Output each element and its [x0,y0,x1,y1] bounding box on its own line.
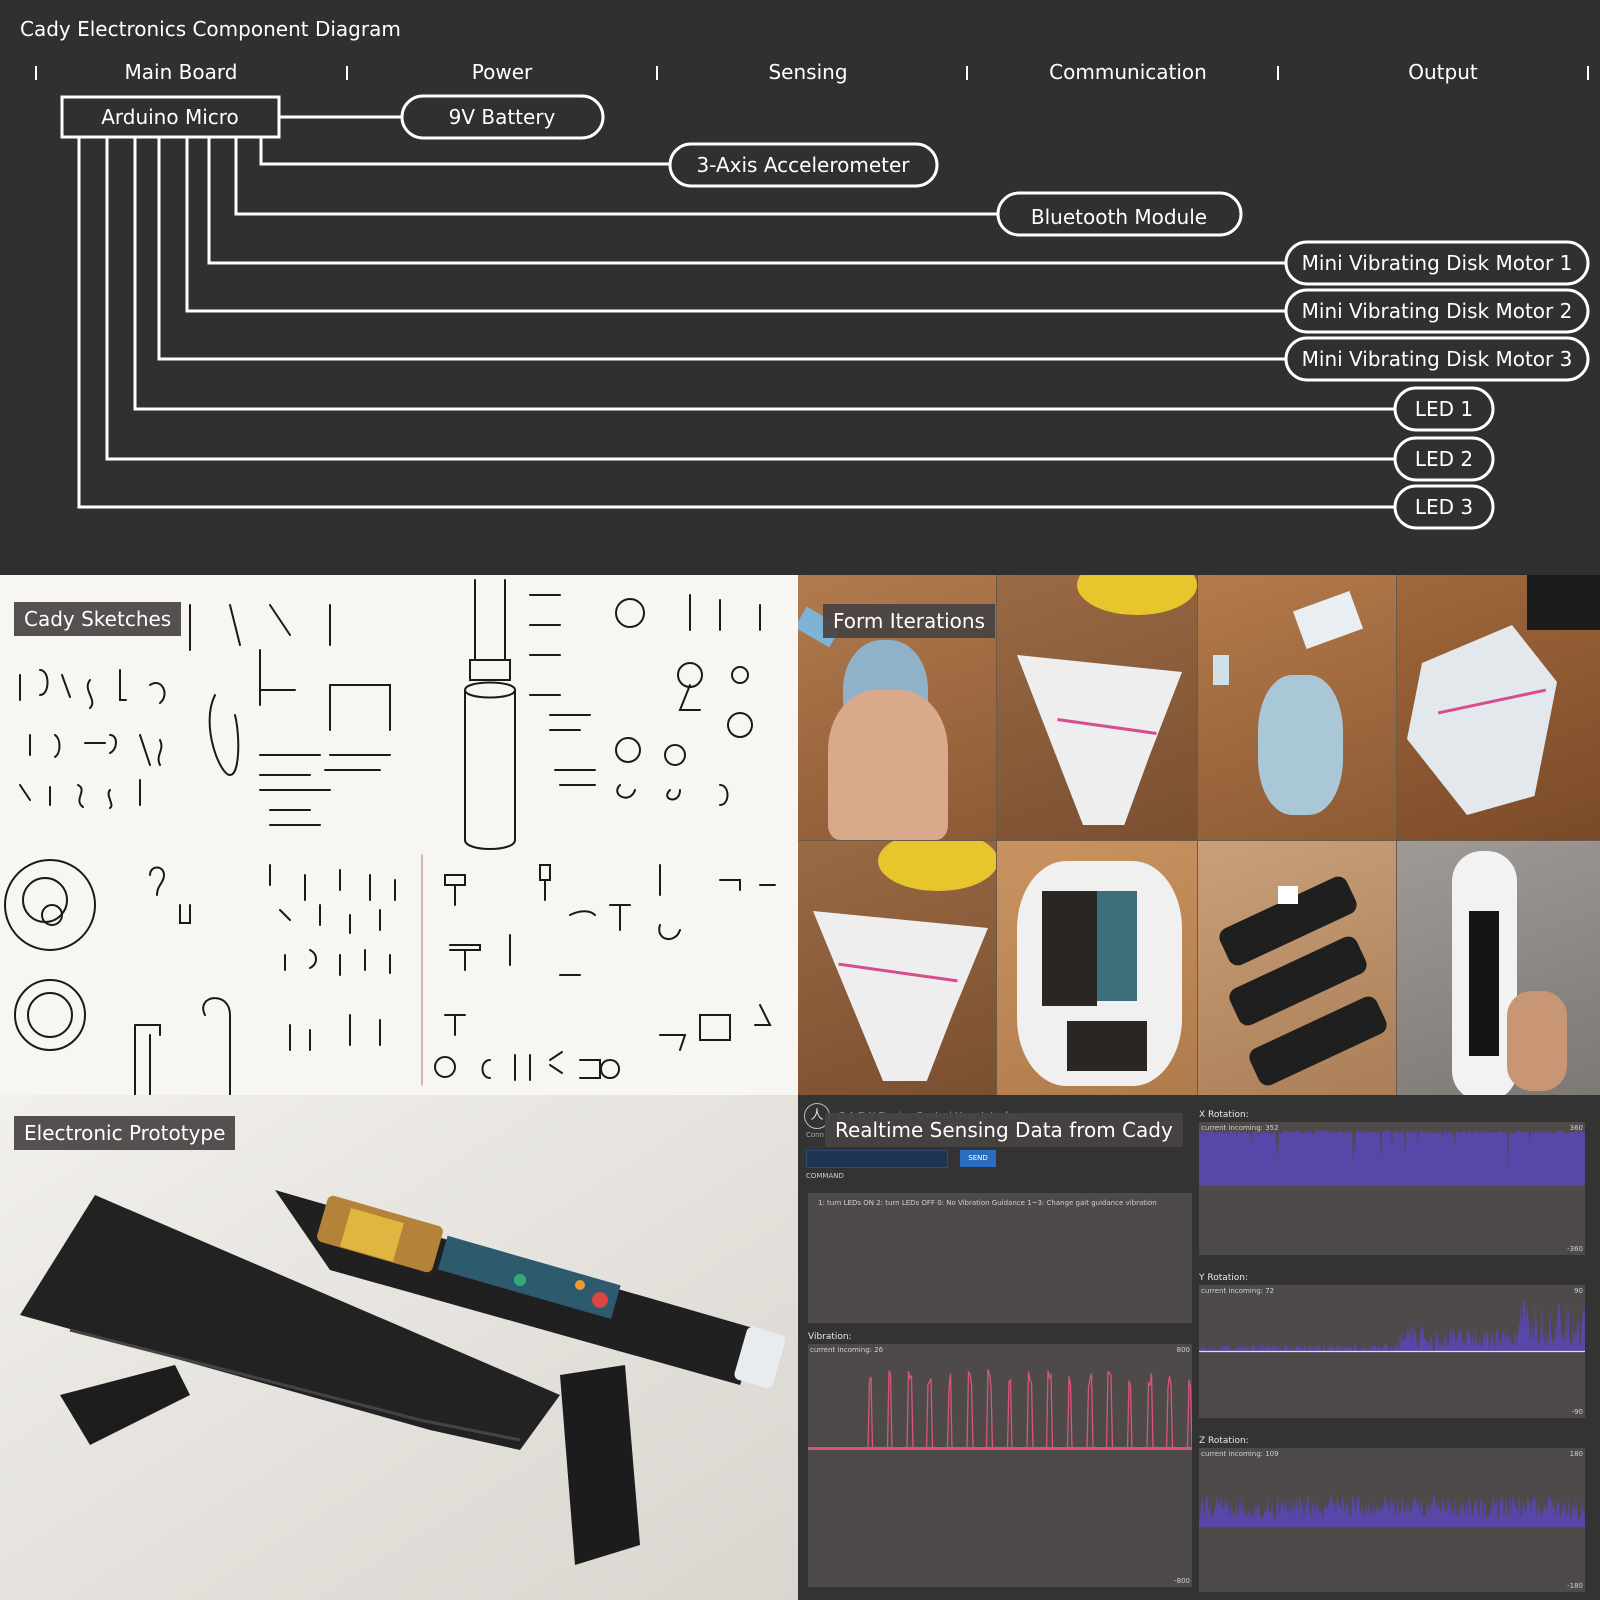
vibration-chart [807,1368,1193,1450]
component-box [996,191,1243,237]
vibration-min: -800 [1174,1577,1190,1585]
column-header-main-board: Main Board [125,60,238,84]
sensing-panel: 人 C A D Y Device Control User Interface … [798,1095,1600,1600]
column-header-sensing: Sensing [768,60,847,84]
form-photo [1397,575,1600,840]
connection-lines [77,115,1395,509]
main-board-box [60,95,281,139]
prototype-label: Electronic Prototype [14,1116,236,1150]
z-rotation-chart [1199,1494,1585,1528]
form-photo [798,575,996,840]
component-led-2: LED 2 [1415,447,1473,471]
x-rotation-current: current incoming: 352 [1201,1124,1279,1132]
component-pills [400,94,1590,530]
x-rotation-max: 360 [1569,1124,1583,1132]
form-photo [997,575,1197,840]
column-dividers [35,66,1589,80]
y-rotation-current: current incoming: 72 [1201,1287,1275,1295]
form-photo [997,841,1197,1095]
connector [157,137,1286,361]
form-photo [1198,575,1396,840]
column-header-output: Output [1408,60,1478,84]
component-bluetooth: Bluetooth Module [1031,205,1207,229]
vibration-trace [807,1368,1193,1450]
conn-label: Conn [806,1131,825,1139]
z-rotation-min: -180 [1567,1582,1583,1590]
component-accelerometer: 3-Axis Accelerometer [696,153,910,177]
send-button[interactable]: SEND [960,1150,996,1167]
x-rotation-min: -360 [1567,1245,1583,1253]
z-rotation-graph-title: Z Rotation: [1199,1436,1249,1446]
prototype-panel: Electronic Prototype [0,1095,798,1600]
x-rotation-chart [1199,1130,1585,1186]
y-rotation-min: -90 [1571,1408,1583,1416]
component-diagram: Cady Electronics Component Diagram Main … [0,0,1600,575]
component-led-3: LED 3 [1415,495,1473,519]
connector [234,137,998,216]
component-box [1393,386,1495,432]
component-9v-battery: 9V Battery [449,105,556,129]
form-photo [798,841,996,1095]
vibration-graph: current incoming: 26 800 -800 [807,1344,1193,1587]
connector [207,137,1286,265]
g3-trace [1199,1494,1585,1528]
diagram-title: Cady Electronics Component Diagram [20,17,401,41]
connector [185,137,1286,313]
command-label: COMMAND [806,1172,844,1180]
g1-trace [1199,1130,1585,1186]
g2-trace [1199,1298,1585,1352]
component-motor-3: Mini Vibrating Disk Motor 3 [1302,347,1573,371]
y-rotation-chart [1199,1298,1585,1353]
x-rotation-graph: current incoming: 352 360 -360 [1199,1122,1585,1255]
connector [259,137,670,166]
component-box [1393,484,1495,530]
vibration-max: 800 [1176,1346,1190,1354]
connector [133,137,1395,411]
diagram-canvas: Cady Electronics Component Diagram Main … [20,17,1590,530]
component-box [400,94,605,140]
z-rotation-current: current incoming: 109 [1201,1450,1279,1458]
component-motor-1: Mini Vibrating Disk Motor 1 [1302,251,1573,275]
component-led-1: LED 1 [1415,397,1473,421]
component-box [1393,436,1495,482]
command-list: 1: turn LEDs ON 2: turn LEDs OFF 0: No V… [818,1199,1157,1207]
component-motor-2: Mini Vibrating Disk Motor 2 [1302,299,1573,323]
y-rotation-graph-title: Y Rotation: [1199,1273,1249,1283]
command-console: 1: turn LEDs ON 2: turn LEDs OFF 0: No V… [808,1193,1192,1323]
sketches-panel: Cady Sketches [0,575,798,1095]
x-rotation-graph-title: X Rotation: [1199,1110,1249,1120]
column-header-power: Power [472,60,533,84]
connector [105,137,1395,461]
command-input[interactable] [806,1150,948,1168]
form-photo [1198,841,1396,1095]
column-header-communication: Communication [1049,60,1207,84]
prototype-photo [0,1095,798,1600]
main-board-label: Arduino Micro [101,105,239,129]
y-rotation-max: 90 [1574,1287,1583,1295]
z-rotation-max: 180 [1569,1450,1583,1458]
sensing-label: Realtime Sensing Data from Cady [825,1113,1183,1147]
form-iterations-label: Form Iterations [823,604,995,638]
sketches-label: Cady Sketches [14,602,182,636]
connector [77,137,1395,509]
form-iterations-panel: Form Iterations [798,575,1600,1095]
component-box [668,142,939,188]
component-box [1284,240,1590,286]
sketch-drawings [4,579,776,1095]
z-rotation-graph: current incoming: 109 180 -180 [1199,1448,1585,1592]
vibration-graph-title: Vibration: [808,1332,852,1342]
component-box [1284,336,1590,382]
vibration-current: current incoming: 26 [810,1346,884,1354]
y-rotation-graph: current incoming: 72 90 -90 [1199,1285,1585,1418]
form-photo [1397,841,1600,1095]
component-box [1284,288,1590,334]
